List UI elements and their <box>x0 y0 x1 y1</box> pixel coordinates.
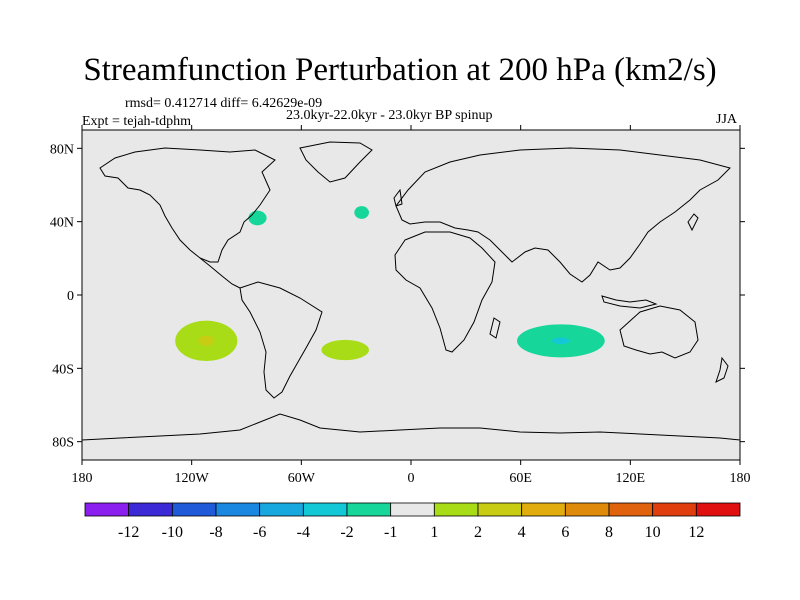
legend-label: -8 <box>209 524 222 541</box>
coastline-eurasia <box>395 147 731 283</box>
coastline-british-isles <box>393 188 403 207</box>
legend-swatch <box>84 502 130 517</box>
season-label: JJA <box>716 112 738 127</box>
coastline-japan <box>687 213 699 232</box>
experiment-label: Expt = tejah-tdphm <box>82 114 191 129</box>
legend-swatch <box>564 502 610 517</box>
coastline-indonesia <box>601 295 658 309</box>
indian-ocean-negative-inner <box>552 337 570 345</box>
legend-label: 10 <box>645 524 661 541</box>
lat-tick-label: 80N <box>50 142 74 157</box>
legend-swatch <box>171 502 217 517</box>
legend-label: -6 <box>253 524 266 541</box>
south-atlantic-positive-outer <box>321 339 369 361</box>
legend-label: -10 <box>162 524 183 541</box>
coastline-australia <box>619 305 699 359</box>
legend-swatch <box>695 502 741 517</box>
coastline-antarctica <box>81 413 741 441</box>
legend-swatch <box>433 502 479 517</box>
legend-label: -2 <box>340 524 353 541</box>
lat-tick-label: 80S <box>52 436 74 451</box>
color-legend: -12 -10 -8 -6 -4 -2 -1 1 2 4 6 8 10 12 <box>84 502 741 541</box>
legend-label: -12 <box>118 524 139 541</box>
north-atlantic-negative-outer <box>354 206 369 219</box>
north-america-negative-outer <box>248 210 267 226</box>
lon-tick-label: 0 <box>408 471 415 486</box>
coastline-north-america <box>99 147 276 263</box>
coastline-new-zealand <box>715 356 729 383</box>
lon-tick-label: 180 <box>72 471 93 486</box>
coastline-africa <box>394 231 496 353</box>
legend-swatch <box>302 502 348 517</box>
map-background <box>82 130 740 460</box>
stats-label: rmsd= 0.412714 diff= 6.42629e-09 <box>125 96 323 111</box>
legend-swatch <box>259 502 304 517</box>
coastline-greenland <box>299 141 373 183</box>
anomaly-layer <box>175 206 605 362</box>
legend-label: -1 <box>384 524 397 541</box>
lon-tick-label: 60W <box>288 471 316 486</box>
legend-swatch <box>652 502 697 517</box>
legend-label: 12 <box>688 524 704 541</box>
east-pacific-positive-inner <box>198 335 215 346</box>
lat-tick-label: 0 <box>67 289 74 304</box>
legend-label: 6 <box>561 524 569 541</box>
map-content: 80N 40N 0 40S 80S 180 120W 60W 0 60E 120E 180 <box>50 125 751 486</box>
legend-label: 8 <box>605 524 613 541</box>
coastline-central-america <box>199 257 241 289</box>
legend-swatch <box>346 502 392 517</box>
legend-swatch <box>128 502 173 517</box>
coastlines <box>81 141 741 441</box>
legend-label: 4 <box>518 524 526 541</box>
lon-tick-label: 120E <box>616 471 646 486</box>
period-label: 23.0kyr-22.0kyr - 23.0kyr BP spinup <box>286 108 493 123</box>
latitude-ticks: 80N 40N 0 40S 80S <box>50 142 745 451</box>
map-title: Streamfunction Perturbation at 200 hPa (… <box>83 52 717 88</box>
lon-tick-label: 60E <box>509 471 532 486</box>
lat-tick-label: 40N <box>50 216 74 231</box>
legend-swatch <box>521 502 566 517</box>
legend-label: 1 <box>430 524 438 541</box>
coastline-south-america <box>239 281 323 399</box>
lon-tick-label: 180 <box>730 471 751 486</box>
legend-swatch <box>608 502 654 517</box>
legend-swatch <box>477 502 523 517</box>
legend-label: 2 <box>474 524 482 541</box>
lon-tick-label: 120W <box>175 471 210 486</box>
longitude-ticks: 180 120W 60W 0 60E 120E 180 <box>72 125 751 486</box>
coastline-madagascar <box>489 317 501 339</box>
lat-tick-label: 40S <box>52 362 74 377</box>
legend-swatch <box>215 502 261 517</box>
legend-label: -4 <box>297 524 310 541</box>
legend-swatch <box>390 502 435 517</box>
